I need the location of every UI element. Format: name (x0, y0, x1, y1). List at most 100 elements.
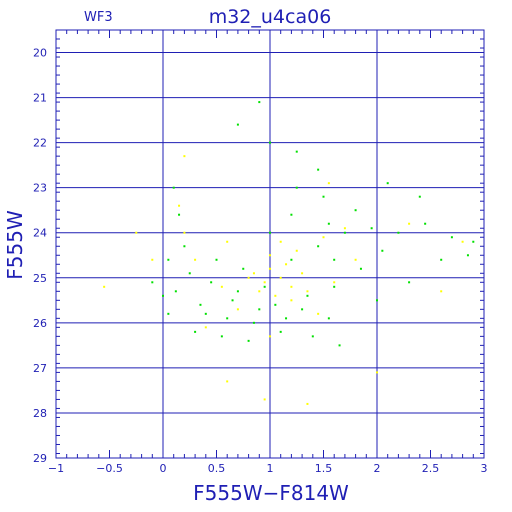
data-point (242, 267, 245, 270)
data-point (215, 258, 218, 261)
data-point (135, 231, 138, 234)
data-point (274, 303, 277, 306)
data-point (285, 263, 288, 266)
data-point (194, 258, 197, 261)
data-point (279, 330, 282, 333)
data-point (359, 267, 362, 270)
data-point (263, 398, 266, 401)
x-tick-label: 2.5 (422, 462, 440, 475)
y-tick-label: 20 (33, 47, 47, 60)
data-point (376, 299, 378, 302)
data-point (279, 240, 282, 243)
data-point (311, 335, 314, 338)
data-point (301, 308, 304, 311)
data-point (226, 380, 229, 383)
data-point (162, 294, 164, 297)
data-point (317, 245, 320, 248)
data-point (333, 281, 336, 284)
y-tick-label: 29 (33, 452, 47, 465)
data-point (322, 236, 325, 239)
data-point (167, 258, 170, 261)
data-point (103, 285, 106, 288)
data-point (269, 141, 271, 144)
data-point (226, 317, 229, 320)
data-point (269, 254, 271, 257)
data-point (408, 222, 411, 225)
data-point (381, 249, 384, 252)
panel-label: WF3 (84, 10, 113, 25)
y-tick-label: 22 (33, 137, 47, 150)
data-point (172, 186, 175, 189)
data-point (338, 344, 341, 347)
data-point (290, 213, 293, 216)
data-point (204, 312, 207, 315)
data-point (231, 299, 234, 302)
data-point (263, 281, 266, 284)
x-tick-label: 2 (374, 462, 381, 475)
data-point (183, 245, 186, 248)
data-point (220, 285, 223, 288)
data-point (343, 231, 346, 234)
y-tick-label: 27 (33, 362, 47, 375)
data-point (386, 182, 389, 185)
data-point (252, 272, 255, 275)
data-point (269, 335, 271, 338)
data-point (290, 299, 293, 302)
data-point (220, 335, 223, 338)
x-tick-label: 0 (160, 462, 167, 475)
data-point (183, 231, 186, 234)
data-point (263, 285, 266, 288)
data-point (174, 290, 177, 293)
data-point (188, 272, 191, 275)
data-point (290, 258, 293, 261)
data-point (306, 294, 309, 297)
data-point (258, 308, 261, 311)
y-tick-label: 26 (33, 317, 47, 330)
data-point (247, 276, 250, 279)
data-point (247, 339, 250, 342)
data-point (306, 290, 309, 293)
data-point (397, 231, 400, 234)
x-tick-label: 0.5 (208, 462, 226, 475)
data-points (103, 101, 475, 405)
data-point (236, 123, 239, 126)
data-point (167, 312, 170, 315)
data-point (317, 168, 320, 171)
data-point (178, 213, 181, 216)
data-point (258, 101, 261, 104)
data-point (204, 326, 207, 329)
data-point (252, 321, 255, 324)
y-axis-label: F555W (3, 210, 27, 280)
y-tick-label: 28 (33, 407, 47, 420)
data-point (295, 186, 298, 189)
ticks (55, 29, 485, 458)
data-point (376, 371, 378, 374)
data-point (333, 285, 336, 288)
data-point (210, 281, 213, 284)
data-point (333, 258, 336, 261)
data-point (183, 155, 186, 158)
data-point (450, 236, 453, 239)
data-point (151, 258, 154, 261)
data-point (466, 254, 469, 257)
data-point (408, 281, 411, 284)
y-tick-label: 23 (33, 182, 47, 195)
data-point (194, 330, 197, 333)
data-point (178, 204, 181, 207)
data-point (322, 195, 325, 198)
data-point (317, 312, 320, 315)
data-point (424, 222, 427, 225)
x-tick-label: 1.5 (315, 462, 333, 475)
data-point (274, 294, 277, 297)
chart-title: m32_u4ca06 (209, 6, 332, 28)
data-point (279, 276, 282, 279)
data-point (327, 182, 330, 185)
data-point (301, 272, 304, 275)
tick-labels: −1 −0.5 0 0.5 1 1.5 2 2.5 3 20 21 22 23 24 25 26 27 28 29 (33, 47, 488, 475)
data-point (258, 290, 261, 293)
data-point (354, 258, 357, 261)
y-tick-label: 25 (33, 272, 47, 285)
data-point (226, 240, 229, 243)
data-point (306, 402, 309, 405)
